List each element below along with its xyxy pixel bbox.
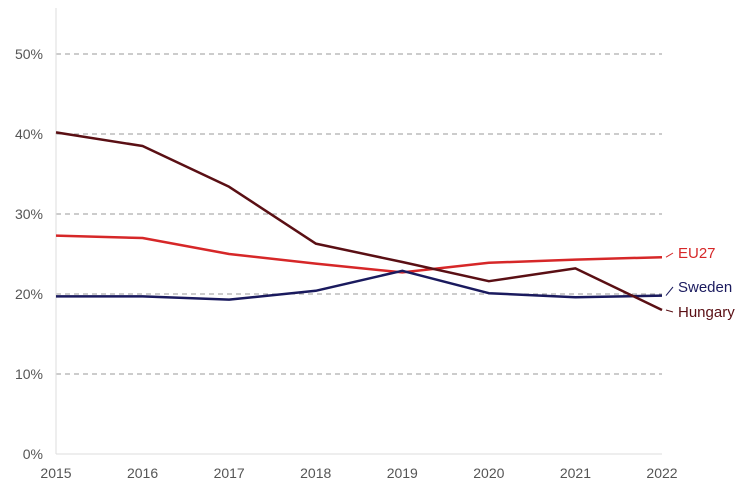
series-lines [55, 131, 663, 312]
x-tick-label: 2020 [473, 465, 504, 481]
x-tick-label: 2019 [387, 465, 418, 481]
y-tick-label: 20% [15, 286, 43, 302]
y-tick-label: 30% [15, 206, 43, 222]
x-tick-labels: 2015 2016 2017 2018 2019 2020 2021 2022 [40, 465, 677, 481]
y-tick-label: 10% [15, 366, 43, 382]
x-tick-label: 2016 [127, 465, 158, 481]
y-tick-label: 0% [23, 446, 43, 462]
series-leader-sweden [665, 286, 674, 296]
x-tick-label: 2017 [214, 465, 245, 481]
series-line-sweden [56, 269, 663, 301]
series-labels: EU27 Sweden Hungary [665, 245, 735, 321]
grid-lines [56, 53, 662, 375]
series-line-eu27 [55, 234, 663, 274]
x-tick-label: 2021 [560, 465, 591, 481]
axes [55, 8, 662, 455]
y-tick-label: 40% [15, 126, 43, 142]
series-label-hungary: Hungary [678, 304, 735, 321]
series-leader-hungary [665, 309, 674, 313]
series-label-eu27: EU27 [678, 245, 716, 262]
x-tick-label: 2022 [646, 465, 677, 481]
x-tick-label: 2015 [40, 465, 71, 481]
series-label-sweden: Sweden [678, 279, 732, 296]
x-tick-label: 2018 [300, 465, 331, 481]
series-line-hungary [55, 131, 663, 312]
y-tick-labels: 0% 10% 20% 30% 40% 50% [15, 46, 43, 462]
series-leader-eu27 [665, 252, 674, 258]
y-tick-label: 50% [15, 46, 43, 62]
